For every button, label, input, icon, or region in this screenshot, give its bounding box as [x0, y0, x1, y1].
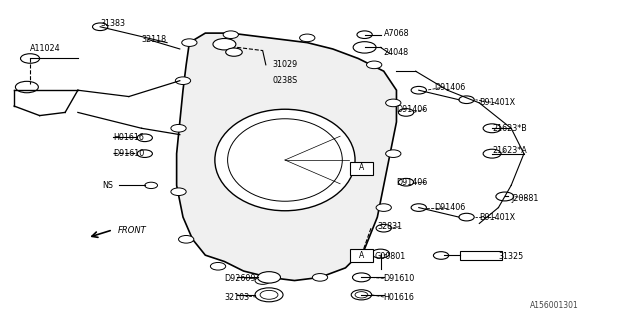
- Text: 21623*A: 21623*A: [492, 146, 527, 155]
- Circle shape: [398, 178, 413, 186]
- Text: A156001301: A156001301: [531, 301, 579, 310]
- Text: H01616: H01616: [113, 133, 144, 142]
- Circle shape: [372, 249, 390, 258]
- Text: A: A: [359, 164, 364, 172]
- Circle shape: [411, 86, 426, 94]
- Circle shape: [357, 31, 372, 38]
- Text: D91406: D91406: [435, 83, 466, 92]
- Circle shape: [93, 23, 108, 31]
- Circle shape: [171, 188, 186, 196]
- Circle shape: [213, 38, 236, 50]
- Text: 0238S: 0238S: [272, 76, 298, 85]
- Text: D91610: D91610: [113, 149, 144, 158]
- Circle shape: [257, 272, 280, 283]
- Circle shape: [20, 54, 40, 63]
- Circle shape: [353, 273, 371, 282]
- Text: 32103: 32103: [225, 293, 250, 302]
- Circle shape: [182, 39, 197, 46]
- Circle shape: [351, 290, 372, 300]
- Circle shape: [459, 96, 474, 104]
- Circle shape: [175, 77, 191, 84]
- Circle shape: [255, 288, 283, 302]
- Text: D91406: D91406: [435, 203, 466, 212]
- Circle shape: [15, 81, 38, 93]
- Text: D91406: D91406: [396, 178, 428, 187]
- Circle shape: [376, 204, 392, 212]
- Circle shape: [137, 150, 152, 157]
- Circle shape: [145, 182, 157, 188]
- Circle shape: [312, 274, 328, 281]
- Text: D91406: D91406: [396, 105, 428, 114]
- Text: 31325: 31325: [499, 252, 524, 261]
- Circle shape: [300, 34, 315, 42]
- Text: A11024: A11024: [30, 44, 61, 53]
- Circle shape: [433, 252, 449, 259]
- Circle shape: [211, 262, 226, 270]
- Circle shape: [459, 213, 474, 221]
- FancyBboxPatch shape: [350, 162, 373, 175]
- Text: 31383: 31383: [100, 19, 125, 28]
- Circle shape: [496, 192, 514, 201]
- Circle shape: [398, 108, 413, 116]
- Circle shape: [411, 204, 426, 212]
- Text: 32118: 32118: [141, 35, 166, 44]
- Text: A: A: [359, 251, 364, 260]
- Text: B91401X: B91401X: [479, 212, 515, 222]
- Circle shape: [367, 61, 382, 69]
- Circle shape: [386, 150, 401, 157]
- Text: 32831: 32831: [378, 222, 403, 231]
- Text: 31029: 31029: [272, 60, 298, 69]
- Circle shape: [255, 277, 270, 284]
- Ellipse shape: [228, 119, 342, 201]
- Text: D92609: D92609: [225, 275, 256, 284]
- Circle shape: [137, 134, 152, 142]
- Text: A7068: A7068: [384, 28, 410, 38]
- Circle shape: [483, 149, 501, 158]
- FancyBboxPatch shape: [460, 251, 502, 260]
- Circle shape: [223, 31, 239, 38]
- Text: D91610: D91610: [384, 275, 415, 284]
- Text: H01616: H01616: [384, 293, 415, 302]
- Circle shape: [260, 290, 278, 299]
- Ellipse shape: [215, 109, 355, 211]
- Text: NS: NS: [102, 181, 113, 190]
- Circle shape: [376, 224, 392, 232]
- Text: G00801: G00801: [374, 252, 405, 261]
- Circle shape: [354, 252, 369, 259]
- Circle shape: [179, 236, 194, 243]
- FancyBboxPatch shape: [350, 250, 373, 262]
- PathPatch shape: [177, 33, 396, 281]
- Text: B91401X: B91401X: [479, 99, 515, 108]
- Text: 24048: 24048: [384, 48, 409, 57]
- Text: 21623*B: 21623*B: [492, 124, 527, 133]
- Circle shape: [226, 48, 243, 56]
- Circle shape: [386, 99, 401, 107]
- Circle shape: [353, 42, 376, 53]
- Circle shape: [355, 292, 368, 298]
- Text: FRONT: FRONT: [117, 226, 146, 235]
- Circle shape: [171, 124, 186, 132]
- Text: J20881: J20881: [511, 194, 538, 203]
- Circle shape: [483, 124, 501, 133]
